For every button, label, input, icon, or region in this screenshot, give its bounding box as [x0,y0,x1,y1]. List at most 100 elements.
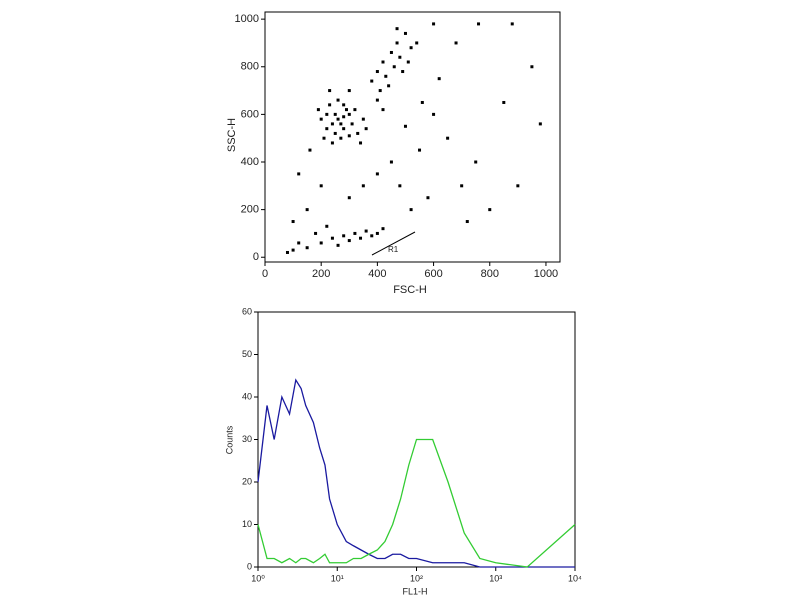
point [325,224,329,228]
point [460,184,464,188]
point [347,134,351,138]
point [353,108,357,112]
y-tick-label: 30 [242,434,252,444]
point [375,98,379,102]
point [420,100,424,104]
point [378,89,382,93]
point [342,234,346,238]
point [389,50,393,54]
point [342,115,346,119]
point [389,160,393,164]
point [342,103,346,107]
point [347,89,351,93]
point [319,241,323,245]
x-axis-title: FL1-H [402,586,427,596]
point [330,236,334,240]
point [370,79,374,83]
point [502,100,506,104]
y-tick-label: 0 [247,561,252,571]
y-tick-label: 800 [241,61,259,73]
point [336,243,340,247]
point [319,184,323,188]
point [361,117,365,121]
point [375,172,379,176]
point [477,22,481,26]
point [465,220,469,224]
x-tick-label: 1000 [534,268,558,280]
point [297,172,301,176]
point [361,184,365,188]
point [325,112,329,116]
x-tick-label: 10¹ [331,573,344,583]
point [516,184,520,188]
plot-frame [264,11,561,263]
histogram-line [257,378,575,568]
point [381,108,385,112]
point [319,117,323,121]
point [339,136,343,140]
x-tick-label: 10³ [489,573,502,583]
point [339,122,343,126]
point [538,122,542,126]
point [488,208,492,212]
point [510,22,514,26]
point [375,70,379,74]
y-tick-label: 50 [242,349,252,359]
x-tick-label: 0 [262,268,268,280]
point [375,231,379,235]
point [347,112,351,116]
point [297,241,301,245]
point [291,248,295,252]
point [333,131,337,135]
point [403,31,407,35]
point [328,103,332,107]
point [474,160,478,164]
point [395,41,399,45]
point [285,250,289,254]
y-axis-title: SSC-H [226,118,238,152]
x-axis-title: FSC-H [393,284,427,296]
point [347,196,351,200]
point [359,141,363,145]
point [364,229,368,233]
histogram-line [257,438,576,568]
point [333,112,337,116]
point [316,108,320,112]
point [530,65,534,69]
point [409,46,413,50]
x-tick-label: 800 [481,268,499,280]
point [392,65,396,69]
point [350,122,354,126]
point [336,98,340,102]
point [384,74,388,78]
y-tick-label: 40 [242,391,252,401]
point [330,122,334,126]
point [381,227,385,231]
point [437,77,441,81]
y-tick-label: 1000 [235,13,259,25]
point [398,55,402,59]
point [415,41,419,45]
x-tick-label: 600 [424,268,442,280]
point [359,236,363,240]
point [347,239,351,243]
point [308,148,312,152]
x-tick-label: 10² [410,573,423,583]
point [305,208,309,212]
point [401,70,405,74]
point [330,141,334,145]
point [328,89,332,93]
point [409,208,413,212]
point [336,117,340,121]
point [370,234,374,238]
point [387,84,391,88]
point [446,136,450,140]
gate-line [371,231,416,256]
point [356,131,360,135]
point [353,231,357,235]
y-tick-label: 0 [253,251,259,263]
point [305,246,309,250]
x-tick-label: 10⁴ [568,573,582,583]
